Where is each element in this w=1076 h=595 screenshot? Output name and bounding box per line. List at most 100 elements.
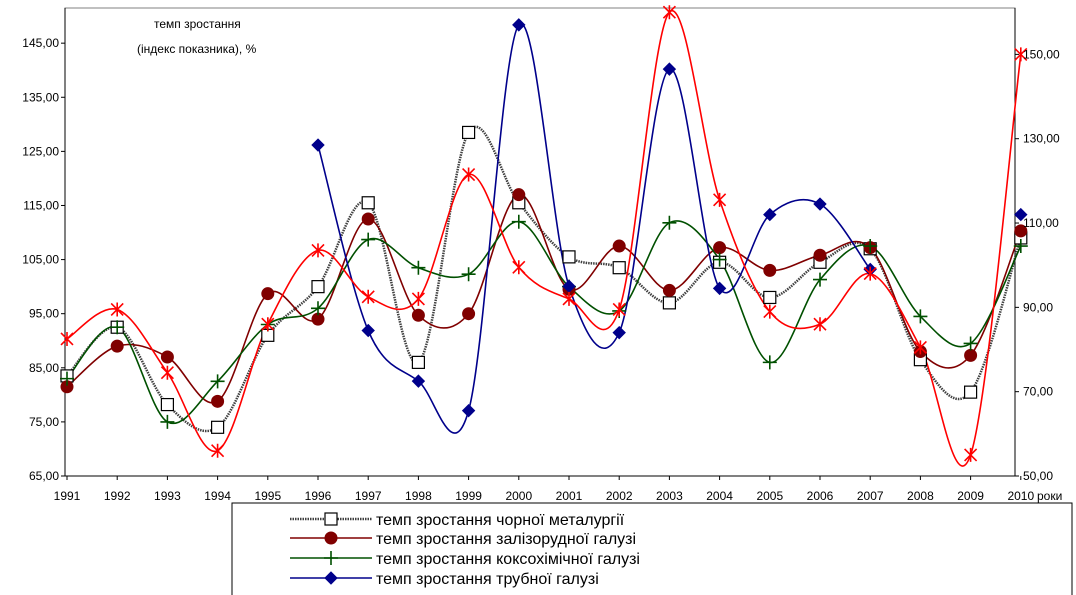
diamond-marker xyxy=(763,207,777,222)
circle-marker xyxy=(813,248,827,262)
plus-marker xyxy=(160,414,175,429)
x-marker xyxy=(311,243,325,258)
y-left-tick-label: 75,00 xyxy=(29,415,59,429)
x-marker xyxy=(763,304,777,319)
square-marker xyxy=(411,355,425,369)
x-tick-label: 1999 xyxy=(455,489,482,503)
x-tick-label: 1992 xyxy=(104,489,131,503)
circle-marker xyxy=(160,350,174,364)
circle-marker xyxy=(411,308,425,322)
x-marker xyxy=(261,317,275,332)
legend-label: темп зростання коксохімічної галузі xyxy=(376,551,640,568)
circle-marker xyxy=(512,188,526,202)
plus-marker xyxy=(461,267,476,282)
diamond-marker xyxy=(411,374,426,388)
series-line-x xyxy=(66,9,1022,467)
square-marker xyxy=(763,290,777,305)
x-marker xyxy=(462,167,476,182)
x-tick-label: 1993 xyxy=(154,489,181,503)
y-right-tick-label: 90,00 xyxy=(1023,300,1053,314)
diamond-marker xyxy=(461,403,476,418)
diamond-marker xyxy=(1014,207,1028,222)
x-tick-label: 1994 xyxy=(204,489,231,503)
square-marker xyxy=(662,296,677,310)
x-marker xyxy=(211,443,225,458)
circle-marker xyxy=(662,283,676,297)
y-right-tick-label: 50,00 xyxy=(1023,469,1053,483)
x-marker xyxy=(713,192,727,207)
x-unit-label: роки xyxy=(1037,489,1062,503)
y-left-tick-label: 125,00 xyxy=(22,144,59,158)
legend: темп зростання чорної металургії темп зро… xyxy=(231,502,1073,595)
x-tick-label: 2010 xyxy=(1007,489,1034,503)
x-marker xyxy=(863,266,877,281)
square-marker xyxy=(324,512,338,526)
x-marker xyxy=(512,260,526,275)
x-tick-label: 1997 xyxy=(355,489,382,503)
square-marker xyxy=(160,397,174,412)
x-marker xyxy=(562,291,576,306)
plus-marker xyxy=(411,260,426,275)
legend-label: темп зростання залізорудної галузі xyxy=(376,531,636,548)
y-right-tick-label: 150,00 xyxy=(1023,47,1060,61)
diamond-marker xyxy=(662,62,677,76)
diamond-marker xyxy=(612,325,626,340)
x-tick-label: 1991 xyxy=(54,489,81,503)
square-marker xyxy=(462,125,476,140)
x-tick-label: 2001 xyxy=(556,489,583,503)
x-marker xyxy=(662,5,676,20)
x-tick-label: 2009 xyxy=(957,489,984,503)
legend-label: темп зростання чорної металургії xyxy=(376,512,625,529)
circle-marker xyxy=(462,307,476,321)
y-right-tick-label: 110,00 xyxy=(1023,216,1059,230)
x-tick-label: 2004 xyxy=(706,489,733,503)
x-tick-label: 2007 xyxy=(857,489,884,503)
plus-marker xyxy=(361,232,376,247)
circle-marker xyxy=(1014,224,1028,238)
x-marker xyxy=(612,302,626,317)
plus-marker xyxy=(110,320,125,335)
x-tick-label: 2003 xyxy=(656,489,683,503)
plus-marker xyxy=(60,371,74,386)
plus-marker xyxy=(863,239,878,254)
y-left-tick-label: 135,00 xyxy=(22,90,59,104)
square-marker xyxy=(361,196,375,210)
markers-layer xyxy=(60,5,1028,462)
x-marker xyxy=(60,331,74,346)
square-marker xyxy=(211,420,225,434)
plus-marker xyxy=(712,252,727,267)
plus-marker xyxy=(963,336,978,351)
x-marker xyxy=(110,302,124,317)
circle-marker xyxy=(211,394,225,408)
plus-marker xyxy=(813,272,827,287)
plus-marker xyxy=(913,309,928,324)
x-tick-label: 1996 xyxy=(305,489,332,503)
x-marker xyxy=(411,291,425,306)
x-tick-label: 1995 xyxy=(254,489,281,503)
diamond-marker xyxy=(311,138,325,152)
square-marker xyxy=(562,250,576,264)
circle-marker xyxy=(361,212,375,226)
y-right-tick-label: 130,00 xyxy=(1023,132,1060,146)
y-left-tick-label: 95,00 xyxy=(29,307,59,321)
plus-marker xyxy=(1013,239,1028,254)
circle-marker xyxy=(964,348,978,362)
x-marker xyxy=(913,340,927,355)
plus-marker xyxy=(511,214,526,229)
square-marker xyxy=(311,280,325,294)
x-tick-label: 2008 xyxy=(907,489,934,503)
plus-marker xyxy=(311,301,325,316)
legend-box xyxy=(231,502,1073,595)
diamond-marker xyxy=(813,197,827,211)
circle-marker xyxy=(261,287,275,301)
diamond-marker xyxy=(361,323,375,338)
y-left-tick-label: 115,00 xyxy=(23,198,59,212)
annotation-line1: темп зростання xyxy=(154,17,241,31)
plus-marker xyxy=(662,215,677,230)
circle-marker xyxy=(713,241,727,255)
plus-marker xyxy=(762,355,777,370)
diamond-marker xyxy=(712,281,727,296)
circle-marker xyxy=(324,531,338,545)
annotation-line2: (індекс показника), % xyxy=(137,42,257,56)
